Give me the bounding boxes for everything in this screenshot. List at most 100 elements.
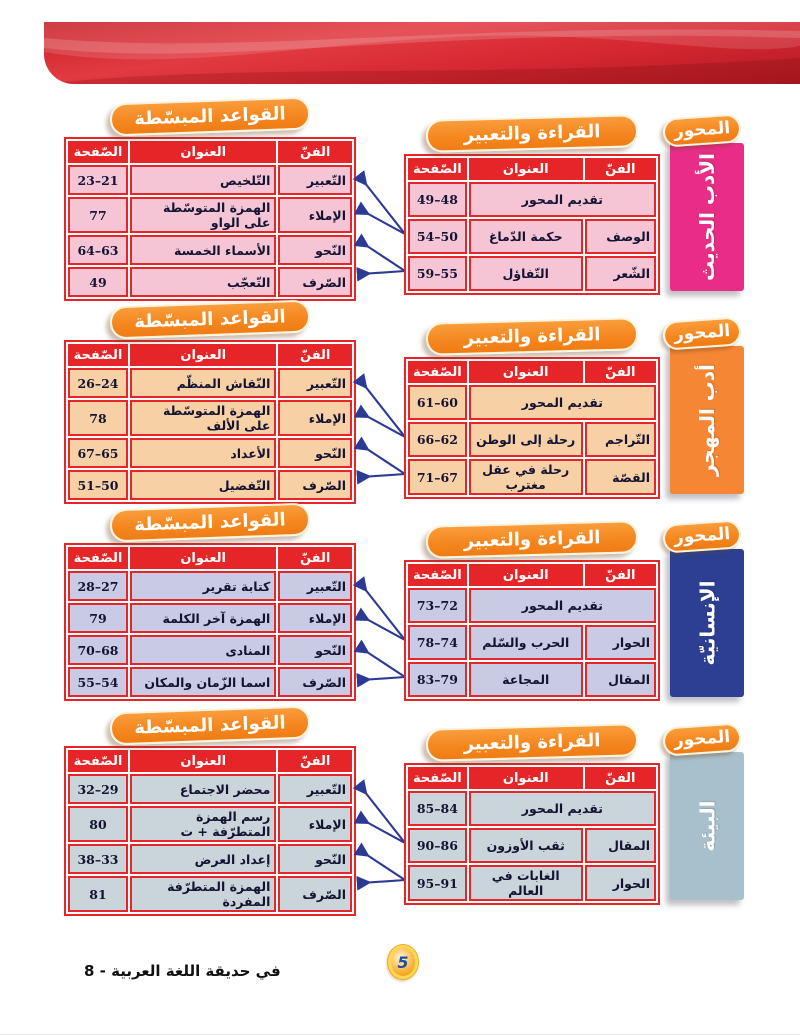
title-cell: الأسماء الخمسة <box>130 235 277 265</box>
intro-cell: تقديم المحور <box>468 385 656 420</box>
grammar-table: الفنّ العنوان الصّفحة التّعبير التّلخيص … <box>64 137 356 301</box>
table-header-row: الفنّ العنوان الصّفحة <box>68 547 352 569</box>
title-cell: إعداد العرض <box>130 844 277 874</box>
reading-table: الفنّ العنوان الصّفحة تقديم المحور 61–60… <box>404 357 660 499</box>
column-header-title: العنوان <box>130 750 277 772</box>
arrow-graphic <box>352 576 406 688</box>
column-header-title: العنوان <box>468 767 583 789</box>
section: القواعد المبسّطة الفنّ العنوان الصّفحة ا… <box>0 705 800 916</box>
column-header-page: الصّفحة <box>68 750 128 772</box>
page-cell: 70–68 <box>68 635 128 665</box>
art-cell: الصّرف <box>278 667 352 697</box>
page-cell: 66–62 <box>408 422 467 457</box>
axis-block: المحور الإنسانيّة <box>662 519 746 697</box>
table-header-row: الفنّ العنوان الصّفحة <box>408 767 656 789</box>
arrow-line <box>356 469 406 485</box>
axis-block: المحور الأدب الحديث <box>662 113 746 291</box>
page-cell: 78–74 <box>408 625 467 660</box>
column-header-art: الفنّ <box>584 361 656 383</box>
art-cell: الصّرف <box>278 470 352 500</box>
axis-bar: الإنسانيّة <box>670 549 744 697</box>
arrow-line <box>353 436 406 475</box>
column-header-art: الفنّ <box>278 547 352 569</box>
table-row: تقديم المحور 49–48 <box>408 182 656 217</box>
arrow-line <box>353 842 406 881</box>
grammar-block: القواعد المبسّطة الفنّ العنوان الصّفحة ا… <box>64 705 356 916</box>
column-header-page: الصّفحة <box>408 767 467 789</box>
reading-block: القراءة والتعبير الفنّ العنوان الصّفحة ت… <box>404 100 660 295</box>
art-cell: الصّرف <box>278 876 352 912</box>
axis-block: المحور أدب المهجر <box>662 316 746 494</box>
page-cell: 26–24 <box>68 368 128 398</box>
reading-title-pill: القراءة والتعبير <box>425 723 639 762</box>
axis-pill: المحور <box>662 113 742 148</box>
title-cell: حكمة الدّماغ <box>468 219 583 254</box>
arrow-line <box>356 266 406 282</box>
grammar-title-pill: القواعد المبسّطة <box>109 502 311 543</box>
table-row: النّحو الأعداد 67–65 <box>68 438 352 468</box>
reading-title-pill: القراءة والتعبير <box>425 114 639 153</box>
art-cell: القصّة <box>584 459 656 495</box>
title-cell: ثقب الأوزون <box>468 828 583 863</box>
section: القواعد المبسّطة الفنّ العنوان الصّفحة ا… <box>0 502 800 709</box>
connection-arrows <box>352 564 406 704</box>
connection-arrows <box>352 158 406 298</box>
arrow-graphic <box>352 373 406 485</box>
art-cell: النّحو <box>278 635 352 665</box>
axis-pill: المحور <box>662 519 742 554</box>
title-cell: الغابات في العالم <box>468 865 583 901</box>
art-cell: التّعبير <box>278 165 352 195</box>
table-header-row: الفنّ العنوان الصّفحة <box>408 158 656 180</box>
column-header-title: العنوان <box>468 361 583 383</box>
table-row: الصّرف اسما الزّمان والمكان 55–54 <box>68 667 352 697</box>
table-row: النّحو إعداد العرض 38–33 <box>68 844 352 874</box>
axis-label: أدب المهجر <box>695 363 720 477</box>
reading-block: القراءة والتعبير الفنّ العنوان الصّفحة ت… <box>404 709 660 905</box>
column-header-page: الصّفحة <box>68 141 128 163</box>
title-cell: المنادى <box>129 635 277 665</box>
table-row: النّحو الأسماء الخمسة 64–63 <box>68 235 352 265</box>
art-cell: التّعبير <box>278 571 352 601</box>
table-row: الصّرف التّفضيل 51–50 <box>68 470 352 500</box>
title-cell: المجاعة <box>468 662 583 697</box>
table-row: التّعبير التّلخيص 23–21 <box>68 165 352 195</box>
connection-arrows <box>352 361 406 501</box>
page-cell: 85–84 <box>408 791 467 826</box>
axis-bar: الأدب الحديث <box>670 143 744 291</box>
column-header-page: الصّفحة <box>408 158 467 180</box>
table-row: الإملاء الهمزة آخر الكلمة 79 <box>68 603 352 633</box>
column-header-title: العنوان <box>130 141 277 163</box>
connection-arrows <box>352 767 406 907</box>
axis-pill: المحور <box>662 722 742 757</box>
page-cell: 28–27 <box>68 571 128 601</box>
page-cell: 38–33 <box>68 844 128 874</box>
art-cell: الإملاء <box>278 197 352 233</box>
title-cell: التّلخيص <box>130 165 277 195</box>
arrow-line <box>353 404 406 438</box>
art-cell: المقال <box>584 828 656 863</box>
page-cell: 59–55 <box>408 256 467 291</box>
grammar-title-pill: القواعد المبسّطة <box>109 705 311 746</box>
reading-table: الفنّ العنوان الصّفحة تقديم المحور 49–48… <box>404 154 660 295</box>
page-cell: 49 <box>68 267 128 297</box>
column-header-page: الصّفحة <box>68 547 128 569</box>
table-row: تقديم المحور 73–72 <box>408 588 656 623</box>
table-row: الإملاء الهمزة المتوسّطة على الألف 78 <box>68 400 352 436</box>
art-cell: الشّعر <box>584 256 656 291</box>
section: القواعد المبسّطة الفنّ العنوان الصّفحة ا… <box>0 96 800 303</box>
banner-wave-graphic <box>44 22 800 84</box>
grammar-table: الفنّ العنوان الصّفحة التّعبير محضر الاج… <box>64 746 356 916</box>
art-cell: النّحو <box>278 844 352 874</box>
page-cell: 23–21 <box>68 165 128 195</box>
column-header-art: الفنّ <box>278 141 352 163</box>
axis-bar: البيئة <box>670 752 744 900</box>
page-cell: 61–60 <box>408 385 467 420</box>
title-cell: التّفاؤل <box>468 256 583 291</box>
table-row: المقال المجاعة 83–79 <box>408 662 656 697</box>
arrow-graphic <box>352 170 406 282</box>
page-cell: 67–65 <box>68 438 128 468</box>
title-cell: الهمزة المتوسّطة على الألف <box>130 400 277 436</box>
grammar-title-pill: القواعد المبسّطة <box>109 299 311 340</box>
page-cell: 51–50 <box>68 470 128 500</box>
intro-cell: تقديم المحور <box>468 588 656 623</box>
